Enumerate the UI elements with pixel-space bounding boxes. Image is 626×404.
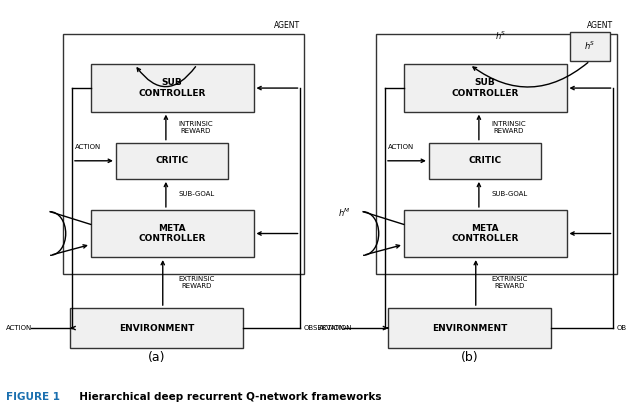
Text: ACTION: ACTION	[319, 325, 346, 331]
Bar	[91, 210, 254, 257]
Text: AGENT: AGENT	[274, 21, 300, 30]
Text: META
CONTROLLER: META CONTROLLER	[138, 224, 206, 243]
Text: $h^M$: $h^M$	[337, 206, 351, 219]
Text: EXTRINSIC
REWARD: EXTRINSIC REWARD	[178, 276, 215, 289]
Bar	[404, 210, 567, 257]
Text: SUB-GOAL: SUB-GOAL	[178, 191, 215, 198]
Text: SUB-GOAL: SUB-GOAL	[491, 191, 528, 198]
Bar	[429, 143, 541, 179]
Text: OBSERVATION: OBSERVATION	[304, 325, 352, 331]
Text: CRITIC: CRITIC	[156, 156, 188, 165]
Text: Hierarchical deep recurrent Q-network frameworks: Hierarchical deep recurrent Q-network fr…	[72, 392, 381, 402]
Text: INTRINSIC
REWARD: INTRINSIC REWARD	[491, 121, 526, 134]
Text: SUB
CONTROLLER: SUB CONTROLLER	[138, 78, 206, 98]
Text: (a): (a)	[148, 351, 165, 364]
Bar	[570, 32, 610, 61]
Text: ENVIRONMENT: ENVIRONMENT	[432, 324, 507, 332]
Text: (b): (b)	[461, 351, 478, 364]
Text: $h^S$: $h^S$	[495, 29, 506, 42]
Text: META
CONTROLLER: META CONTROLLER	[451, 224, 519, 243]
Text: ACTION: ACTION	[6, 325, 33, 331]
Text: EXTRINSIC
REWARD: EXTRINSIC REWARD	[491, 276, 528, 289]
Bar	[388, 308, 551, 348]
Text: SUB
CONTROLLER: SUB CONTROLLER	[451, 78, 519, 98]
Text: ENVIRONMENT: ENVIRONMENT	[119, 324, 194, 332]
Text: INTRINSIC
REWARD: INTRINSIC REWARD	[178, 121, 213, 134]
Text: ACTION: ACTION	[75, 144, 101, 150]
Bar	[116, 143, 228, 179]
Text: CRITIC: CRITIC	[469, 156, 501, 165]
Bar	[376, 34, 617, 274]
Bar	[63, 34, 304, 274]
Bar	[91, 64, 254, 112]
Text: OBSERVATION: OBSERVATION	[617, 325, 626, 331]
Text: $h^S$: $h^S$	[584, 40, 596, 53]
Text: AGENT: AGENT	[587, 21, 613, 30]
Text: FIGURE 1: FIGURE 1	[6, 392, 60, 402]
Bar	[404, 64, 567, 112]
Bar	[70, 308, 242, 348]
Text: ACTION: ACTION	[388, 144, 414, 150]
